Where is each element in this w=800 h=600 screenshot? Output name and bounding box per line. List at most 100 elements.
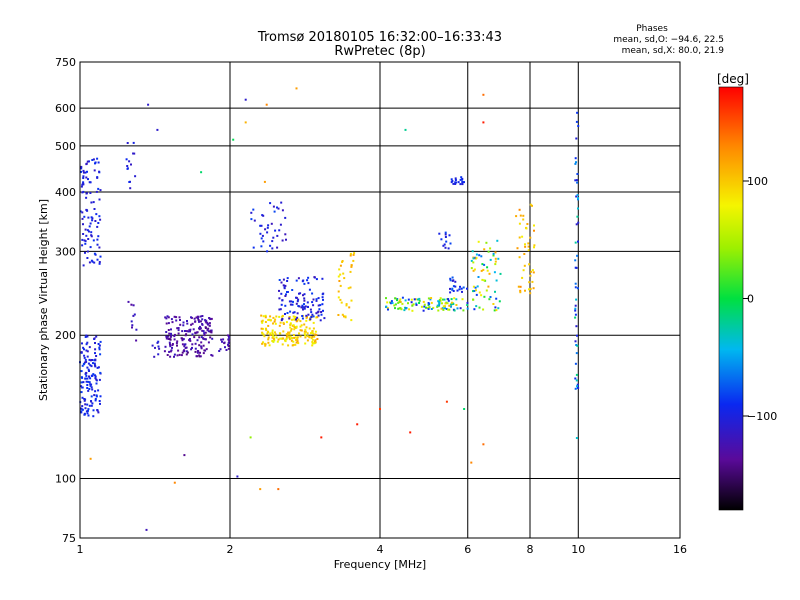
data-point — [495, 309, 498, 312]
data-point — [305, 326, 308, 329]
data-point — [96, 243, 99, 246]
data-point — [317, 297, 320, 300]
data-point — [309, 308, 312, 311]
data-point — [203, 332, 206, 335]
data-point — [83, 215, 86, 218]
data-point — [94, 390, 97, 393]
data-point — [575, 373, 578, 376]
data-point — [196, 355, 199, 358]
data-point — [271, 247, 274, 250]
data-point — [199, 315, 202, 318]
data-point — [576, 334, 578, 337]
data-point — [282, 321, 285, 324]
y-tick-label: 75 — [62, 532, 76, 545]
data-point — [290, 329, 293, 332]
data-point — [450, 301, 453, 304]
data-point — [286, 277, 289, 280]
data-point — [80, 351, 83, 354]
data-point — [228, 335, 230, 338]
data-point — [181, 339, 184, 342]
data-point — [440, 307, 443, 310]
data-point — [274, 331, 276, 334]
data-point — [349, 252, 352, 255]
data-point — [447, 308, 450, 311]
data-point — [423, 303, 426, 306]
data-point — [463, 181, 465, 184]
data-point — [349, 270, 352, 273]
y-tick-label: 300 — [55, 245, 76, 258]
data-point — [205, 348, 208, 351]
data-point — [394, 303, 397, 306]
data-point — [167, 338, 170, 340]
data-point — [312, 298, 315, 301]
data-point — [379, 408, 381, 410]
data-point — [153, 355, 156, 358]
data-point — [182, 350, 185, 352]
data-point — [273, 339, 276, 342]
data-point — [259, 488, 262, 491]
data-point — [459, 178, 462, 181]
data-point — [86, 355, 89, 358]
data-point — [178, 353, 181, 356]
data-point — [403, 309, 406, 312]
data-point — [99, 218, 102, 221]
data-point — [91, 219, 94, 222]
data-point — [449, 303, 452, 306]
data-point — [476, 285, 479, 288]
data-point — [530, 270, 533, 273]
data-point — [519, 291, 522, 294]
data-point — [517, 285, 520, 288]
data-point — [311, 336, 314, 338]
data-point — [92, 415, 95, 418]
data-point — [284, 284, 287, 287]
data-point — [574, 307, 577, 310]
data-point — [438, 299, 441, 301]
data-point — [445, 400, 448, 403]
data-point — [271, 329, 274, 332]
data-point — [85, 192, 88, 195]
data-point — [298, 332, 300, 335]
data-point — [462, 309, 465, 312]
data-point — [473, 308, 476, 311]
data-point — [289, 303, 292, 306]
data-point — [84, 240, 87, 243]
data-point — [385, 297, 387, 300]
y-tick-label: 200 — [55, 329, 76, 342]
data-point — [184, 334, 187, 337]
data-point — [170, 318, 173, 321]
data-point — [97, 161, 100, 164]
data-point — [278, 315, 281, 318]
data-point — [282, 284, 285, 287]
data-point — [273, 210, 276, 213]
data-point — [280, 303, 283, 306]
data-point — [480, 269, 483, 272]
data-point — [282, 278, 285, 281]
data-point — [87, 414, 90, 417]
data-point — [89, 222, 92, 225]
data-point — [133, 152, 136, 155]
data-point — [310, 311, 313, 314]
data-point — [87, 389, 90, 392]
data-point — [84, 407, 87, 410]
data-point — [95, 190, 98, 193]
data-point — [88, 370, 90, 372]
data-point — [266, 231, 269, 234]
data-point — [303, 323, 306, 326]
data-point — [267, 338, 270, 341]
data-point — [450, 178, 453, 181]
data-point — [188, 339, 191, 342]
data-point — [338, 280, 341, 282]
data-point — [167, 329, 170, 331]
data-point — [452, 290, 455, 292]
data-point — [407, 298, 410, 301]
data-point — [459, 285, 461, 288]
data-point — [272, 333, 274, 336]
data-point — [98, 261, 101, 263]
data-point — [93, 337, 96, 340]
data-point — [89, 246, 92, 249]
data-point — [267, 331, 270, 334]
data-point — [278, 279, 281, 281]
data-point — [279, 223, 282, 226]
data-point — [201, 329, 204, 332]
data-point — [267, 341, 270, 344]
